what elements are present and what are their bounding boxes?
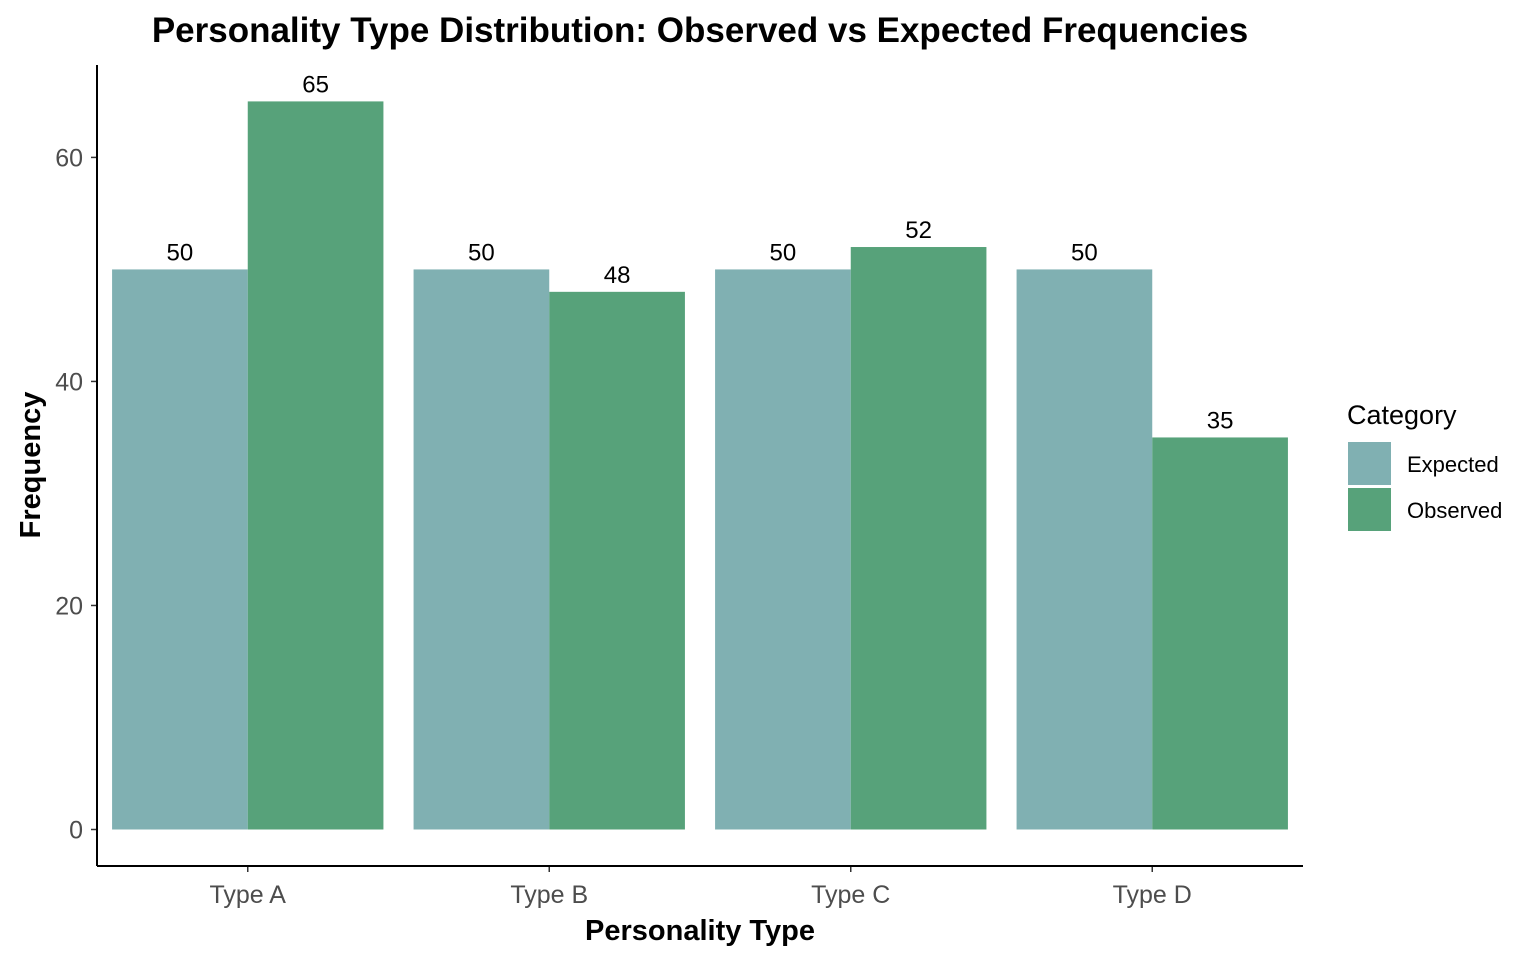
y-tick-label: 0 <box>69 817 83 845</box>
x-tick-label: Type A <box>210 881 287 909</box>
chart-title: Personality Type Distribution: Observed … <box>152 11 1248 50</box>
legend-key-observed <box>1348 488 1391 531</box>
bar-observed <box>1152 437 1288 830</box>
bar-value-label: 52 <box>905 217 932 244</box>
plot-area: 0 20 40 60 50 65 Type A 50 48 Type B 50 52 Type C 50 3… <box>55 71 1288 909</box>
x-tick-label: Type D <box>1113 881 1192 909</box>
y-tick-label: 40 <box>55 368 83 396</box>
bar-observed <box>549 291 685 830</box>
bar-value-label: 50 <box>167 239 194 266</box>
legend-title: Category <box>1347 400 1457 430</box>
bar-expected <box>112 269 248 830</box>
legend-label: Observed <box>1407 498 1502 523</box>
x-tick-label: Type B <box>510 881 588 909</box>
legend-label: Expected <box>1407 452 1499 477</box>
bar-expected <box>413 269 550 830</box>
bar-expected <box>1016 269 1153 830</box>
y-tick-label: 20 <box>55 592 83 620</box>
bar-value-label: 65 <box>302 71 329 98</box>
bar-value-label: 50 <box>468 239 495 266</box>
bar-value-label: 50 <box>770 239 797 266</box>
legend: Category Expected Observed <box>1347 400 1502 531</box>
y-tick-label: 60 <box>55 144 83 172</box>
bar-expected <box>715 269 851 830</box>
legend-key-expected <box>1348 442 1391 485</box>
x-tick-label: Type C <box>811 881 890 909</box>
bar-value-label: 48 <box>604 262 631 289</box>
y-axis-title: Frequency <box>15 392 47 539</box>
bar-observed <box>247 101 384 830</box>
x-axis-title: Personality Type <box>585 915 815 947</box>
bar-value-label: 50 <box>1071 239 1098 266</box>
bar-value-label: 35 <box>1207 407 1234 434</box>
bar-observed <box>850 247 987 830</box>
